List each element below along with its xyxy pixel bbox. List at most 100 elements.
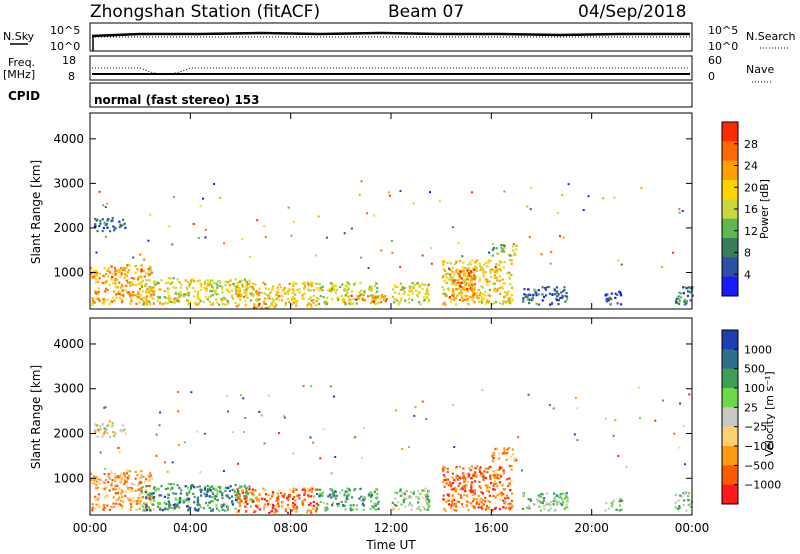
scatter-cell <box>186 299 189 302</box>
scatter-cell <box>502 488 505 491</box>
scatter-cell <box>393 507 396 510</box>
scatter-cell <box>245 281 248 284</box>
scatter-cell <box>457 478 460 481</box>
scatter-cell <box>198 298 201 301</box>
scatter-cell <box>564 294 567 298</box>
scatter-cell <box>134 271 137 274</box>
scatter-cell <box>258 303 261 306</box>
scatter-cell <box>143 509 146 512</box>
scatter-cell <box>340 295 343 298</box>
scatter-cell <box>510 479 513 482</box>
scatter-cell <box>104 429 107 432</box>
scatter-cell <box>499 261 502 264</box>
scatter-cell <box>238 503 241 506</box>
scatter-cell <box>549 262 552 265</box>
scatter-cell <box>480 472 483 475</box>
scatter-cell <box>104 406 107 409</box>
scatter-cell <box>248 279 251 282</box>
scatter-cell <box>91 482 94 485</box>
scatter-cell <box>112 488 115 491</box>
scatter-cell <box>125 284 128 287</box>
scatter-cell <box>332 491 335 494</box>
scatter-cell <box>510 293 513 297</box>
scatter-cell <box>330 496 333 499</box>
scatter-cell <box>294 506 297 509</box>
scatter-cell <box>450 482 453 485</box>
scatter-cell <box>95 477 98 480</box>
scatter-cell <box>169 282 172 285</box>
scatter-cell <box>140 298 143 301</box>
scatter-cell <box>496 473 499 476</box>
scatter-cell <box>387 191 390 194</box>
cpid-label: CPID <box>8 89 40 103</box>
scatter-cell <box>442 292 445 295</box>
scatter-cell <box>411 282 414 285</box>
scatter-cell <box>565 291 568 295</box>
scatter-cell <box>315 508 318 511</box>
scatter-cell <box>328 287 331 290</box>
scatter-cell <box>120 286 123 289</box>
scatter-cell <box>506 272 509 275</box>
scatter-cell <box>124 226 127 229</box>
scatter-cell <box>101 423 104 426</box>
scatter-cell <box>412 202 415 205</box>
scatter-cell <box>361 502 365 505</box>
scatter-cell <box>360 180 363 183</box>
scatter-cell <box>557 299 561 302</box>
scatter-cell <box>559 493 562 496</box>
scatter-cell <box>565 295 569 298</box>
scatter-cell <box>209 289 212 293</box>
scatter-cell <box>235 496 238 499</box>
scatter-cell <box>372 505 375 508</box>
scatter-cell <box>135 508 138 511</box>
scatter-cell <box>451 494 455 497</box>
scatter-cell <box>410 508 413 511</box>
scatter-cell <box>442 303 445 306</box>
scatter-cell <box>491 455 494 458</box>
scatter-cell <box>319 488 322 491</box>
scatter-cell <box>316 282 319 285</box>
scatter-cell <box>315 300 318 303</box>
scatter-cell <box>374 508 377 511</box>
scatter-cell <box>267 294 270 297</box>
scatter-cell <box>618 291 622 294</box>
colorbar-tick-label: 1000 <box>744 343 772 356</box>
scatter-cell <box>179 286 182 289</box>
scatter-cell <box>364 299 367 302</box>
scatter-cell <box>110 278 113 281</box>
scatter-cell <box>470 278 473 281</box>
scatter-cell <box>482 297 485 300</box>
scatter-cell <box>130 487 133 490</box>
scatter-cell <box>238 501 241 504</box>
scatter-cell <box>484 290 487 294</box>
scatter-cell <box>157 296 160 299</box>
scatter-cell <box>477 494 480 497</box>
scatter-cell <box>113 505 116 508</box>
scatter-cell <box>471 490 474 493</box>
y-tick-label: 3000 <box>53 382 84 396</box>
scatter-cell <box>211 279 214 282</box>
scatter-cell <box>106 298 109 301</box>
scatter-cell <box>103 406 106 409</box>
scatter-cell <box>132 496 135 500</box>
scatter-cell <box>508 276 511 279</box>
scatter-cell <box>484 467 487 470</box>
scatter-cell <box>610 297 613 301</box>
scatter-cell <box>336 297 339 300</box>
scatter-cell <box>455 466 458 469</box>
scatter-cell <box>91 301 94 304</box>
scatter-cell <box>463 281 467 285</box>
scatter-cell <box>513 460 516 463</box>
scatter-cell <box>106 424 109 428</box>
scatter-cell <box>510 506 513 509</box>
scatter-cell <box>453 504 456 507</box>
scatter-cell <box>264 283 267 286</box>
colorbar-segment <box>722 484 738 505</box>
scatter-cell <box>309 502 312 505</box>
scatter-cell <box>528 301 531 305</box>
scatter-cell <box>533 503 536 506</box>
scatter-cell <box>329 385 332 388</box>
scatter-cell <box>205 494 208 497</box>
scatter-cell <box>485 298 489 301</box>
